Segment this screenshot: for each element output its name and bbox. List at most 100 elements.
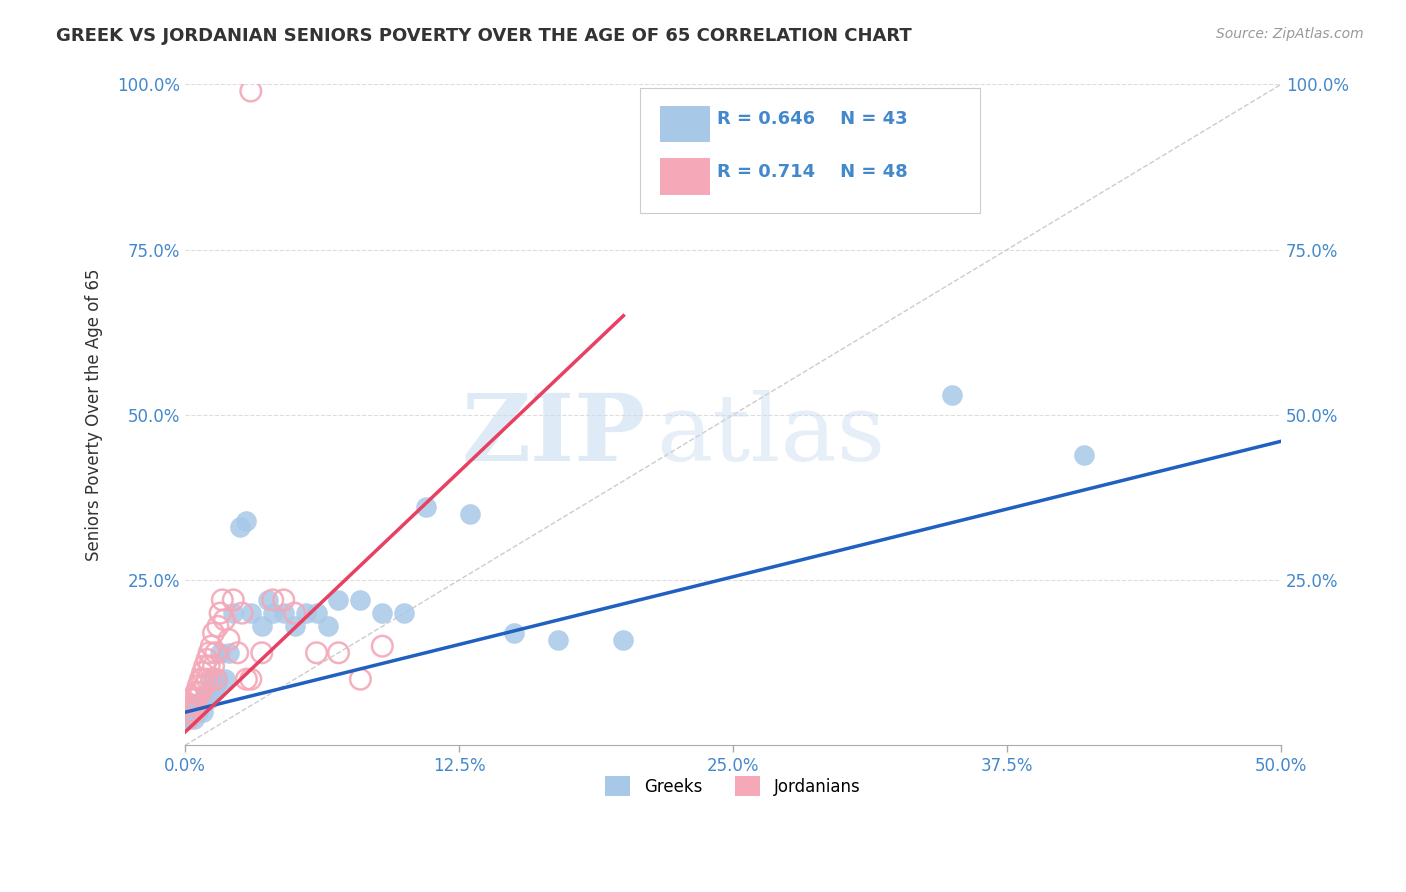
Point	[273, 606, 295, 620]
Point	[273, 593, 295, 607]
Point	[184, 692, 207, 706]
Text: Source: ZipAtlas.com: Source: ZipAtlas.com	[1216, 27, 1364, 41]
Point	[284, 619, 307, 633]
Text: R = 0.714    N = 48: R = 0.714 N = 48	[717, 163, 907, 181]
Point	[191, 692, 214, 706]
Point	[1073, 448, 1095, 462]
Point	[195, 652, 218, 666]
Point	[349, 593, 371, 607]
Point	[183, 712, 205, 726]
Point	[415, 500, 437, 515]
Point	[198, 659, 221, 673]
Point	[202, 685, 225, 699]
Point	[184, 705, 207, 719]
Point	[180, 692, 202, 706]
Point	[200, 672, 222, 686]
Point	[371, 639, 394, 653]
Point	[179, 698, 201, 713]
Point	[194, 679, 217, 693]
Point	[211, 593, 233, 607]
Point	[200, 672, 222, 686]
Point	[612, 632, 634, 647]
Point	[394, 606, 416, 620]
Point	[547, 632, 569, 647]
Point	[305, 646, 328, 660]
Point	[187, 705, 209, 719]
Point	[191, 672, 214, 686]
FancyBboxPatch shape	[659, 105, 710, 142]
Point	[190, 685, 212, 699]
Legend: Greeks, Jordanians: Greeks, Jordanians	[599, 770, 868, 803]
Point	[262, 593, 284, 607]
Point	[328, 593, 350, 607]
Point	[179, 705, 201, 719]
Point	[180, 698, 202, 713]
Point	[218, 646, 240, 660]
Point	[187, 679, 209, 693]
Point	[222, 606, 245, 620]
Text: R = 0.646    N = 43: R = 0.646 N = 43	[717, 111, 907, 128]
Point	[209, 646, 232, 660]
Point	[209, 606, 232, 620]
Point	[198, 692, 221, 706]
Point	[371, 606, 394, 620]
Point	[214, 613, 236, 627]
Point	[502, 626, 524, 640]
Point	[183, 698, 205, 713]
Point	[214, 672, 236, 686]
Point	[226, 646, 249, 660]
Point	[204, 679, 226, 693]
Text: atlas: atlas	[657, 390, 886, 480]
Point	[204, 672, 226, 686]
Text: GREEK VS JORDANIAN SENIORS POVERTY OVER THE AGE OF 65 CORRELATION CHART: GREEK VS JORDANIAN SENIORS POVERTY OVER …	[56, 27, 912, 45]
FancyBboxPatch shape	[640, 87, 980, 213]
Point	[294, 606, 316, 620]
Point	[207, 672, 229, 686]
Point	[235, 514, 257, 528]
Point	[941, 388, 963, 402]
Point	[195, 685, 218, 699]
Point	[207, 619, 229, 633]
Point	[218, 632, 240, 647]
Point	[194, 659, 217, 673]
Point	[305, 606, 328, 620]
Point	[458, 507, 481, 521]
Point	[349, 672, 371, 686]
Point	[250, 619, 273, 633]
Point	[179, 712, 201, 726]
Point	[202, 626, 225, 640]
Point	[176, 712, 198, 726]
Point	[284, 606, 307, 620]
Point	[183, 705, 205, 719]
Point	[187, 685, 209, 699]
Point	[257, 593, 280, 607]
Point	[222, 593, 245, 607]
Point	[202, 659, 225, 673]
Point	[191, 665, 214, 680]
Point	[316, 619, 339, 633]
Point	[191, 705, 214, 719]
Point	[328, 646, 350, 660]
Point	[190, 698, 212, 713]
Point	[204, 646, 226, 660]
Point	[200, 639, 222, 653]
Point	[229, 520, 252, 534]
Point	[262, 606, 284, 620]
Point	[239, 606, 262, 620]
Text: ZIP: ZIP	[461, 390, 645, 480]
Point	[184, 698, 207, 713]
Point	[176, 705, 198, 719]
Y-axis label: Seniors Poverty Over the Age of 65: Seniors Poverty Over the Age of 65	[86, 268, 103, 561]
Point	[184, 698, 207, 713]
FancyBboxPatch shape	[659, 159, 710, 194]
Point	[239, 84, 262, 98]
Point	[198, 646, 221, 660]
Point	[239, 672, 262, 686]
Point	[250, 646, 273, 660]
Point	[176, 712, 198, 726]
Point	[231, 606, 253, 620]
Point	[235, 672, 257, 686]
Point	[190, 672, 212, 686]
Point	[195, 672, 218, 686]
Point	[180, 705, 202, 719]
